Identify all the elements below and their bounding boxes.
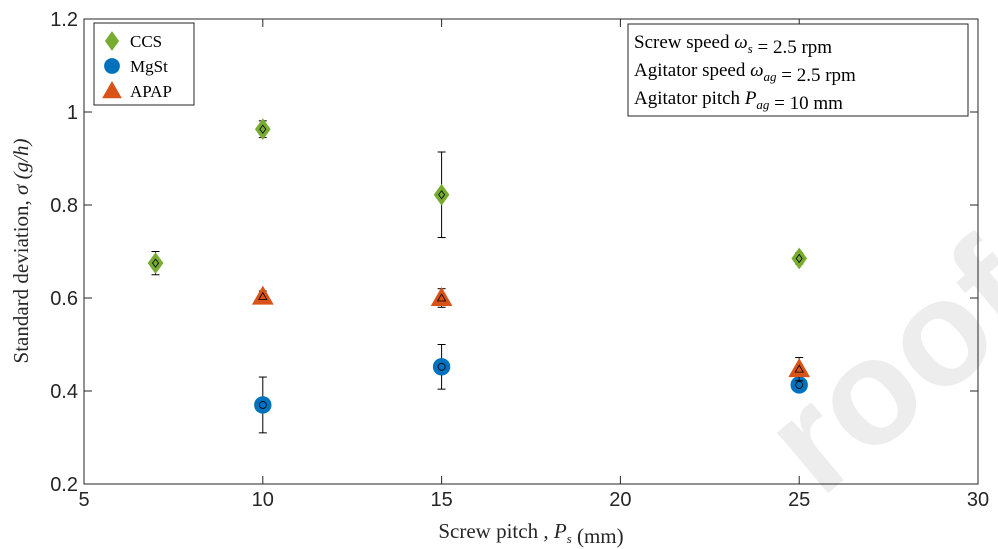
y-axis-label-text: Standard deviation, σ (g/h) [9, 139, 33, 364]
x-tick-label: 15 [430, 489, 452, 511]
y-tick-label: 0.8 [50, 195, 78, 217]
inner-mark [794, 364, 804, 373]
y-tick-label: 1.2 [50, 9, 78, 31]
x-tick-label: 25 [788, 489, 810, 511]
marker-diamond [254, 118, 271, 141]
data-point-apap [788, 357, 811, 382]
x-tick-label: 10 [252, 489, 274, 511]
inner-mark [438, 190, 446, 200]
legend-label-ccs: CCS [130, 32, 162, 51]
x-axis-label-text: Screw pitch , Ps (mm) [438, 519, 623, 548]
plot-area [83, 18, 979, 485]
marker-circle [254, 396, 272, 414]
annotation-line: Screw speed ωs = 2.5 rpm [634, 32, 832, 58]
y-tick-label: 1 [67, 102, 78, 124]
inner-mark [258, 291, 268, 301]
legend-marker-apap [102, 80, 122, 99]
annotation-box [627, 23, 969, 117]
inner-mark [258, 401, 267, 409]
marker-triangle [430, 286, 453, 306]
marker-circle [432, 358, 451, 376]
legend-label-apap: APAP [130, 82, 172, 101]
legend-label-mgst: MgSt [130, 57, 168, 76]
inner-mark [259, 124, 267, 134]
data-point-apap [430, 286, 453, 308]
data-point-apap [251, 285, 274, 305]
y-axis-label-group: Standard deviation, σ (g/h) [9, 139, 33, 364]
inner-mark [152, 258, 160, 268]
inner-mark [437, 362, 446, 371]
annotation-line: Agitator speed ωag = 2.5 rpm [634, 60, 856, 86]
data-point-ccs [147, 251, 164, 276]
marker-diamond [147, 252, 164, 274]
y-tick-label: 0.2 [50, 474, 78, 496]
data-layer [147, 118, 811, 434]
axis-ticks: 5 10 15 20 25 30 0.2 0.4 0.6 0.8 1 1.2 [50, 9, 989, 511]
legend-marker-ccs [104, 31, 120, 51]
marker-diamond [433, 183, 450, 206]
annotation-line: Agitator pitch Pag = 10 mm [634, 88, 843, 114]
x-tick-label: 5 [78, 489, 89, 511]
legend: CCS MgSt APAP [93, 22, 195, 106]
inner-mark [436, 293, 447, 302]
data-point-mgst [432, 344, 451, 390]
y-tick-label: 0.4 [50, 381, 78, 403]
inner-mark [795, 381, 804, 389]
marker-diamond [791, 247, 808, 270]
marker-triangle [251, 285, 274, 305]
x-tick-label: 20 [609, 489, 631, 511]
x-tick-label: 30 [967, 489, 989, 511]
data-point-mgst [254, 376, 272, 434]
y-tick-label: 0.6 [50, 288, 78, 310]
data-point-ccs [254, 118, 271, 141]
data-point-mgst [790, 376, 808, 394]
data-point-ccs [433, 151, 450, 239]
legend-marker-mgst [104, 58, 120, 74]
inner-mark [795, 253, 803, 264]
watermark: roofs [733, 155, 998, 525]
data-point-ccs [791, 247, 808, 270]
marker-triangle [788, 358, 811, 378]
